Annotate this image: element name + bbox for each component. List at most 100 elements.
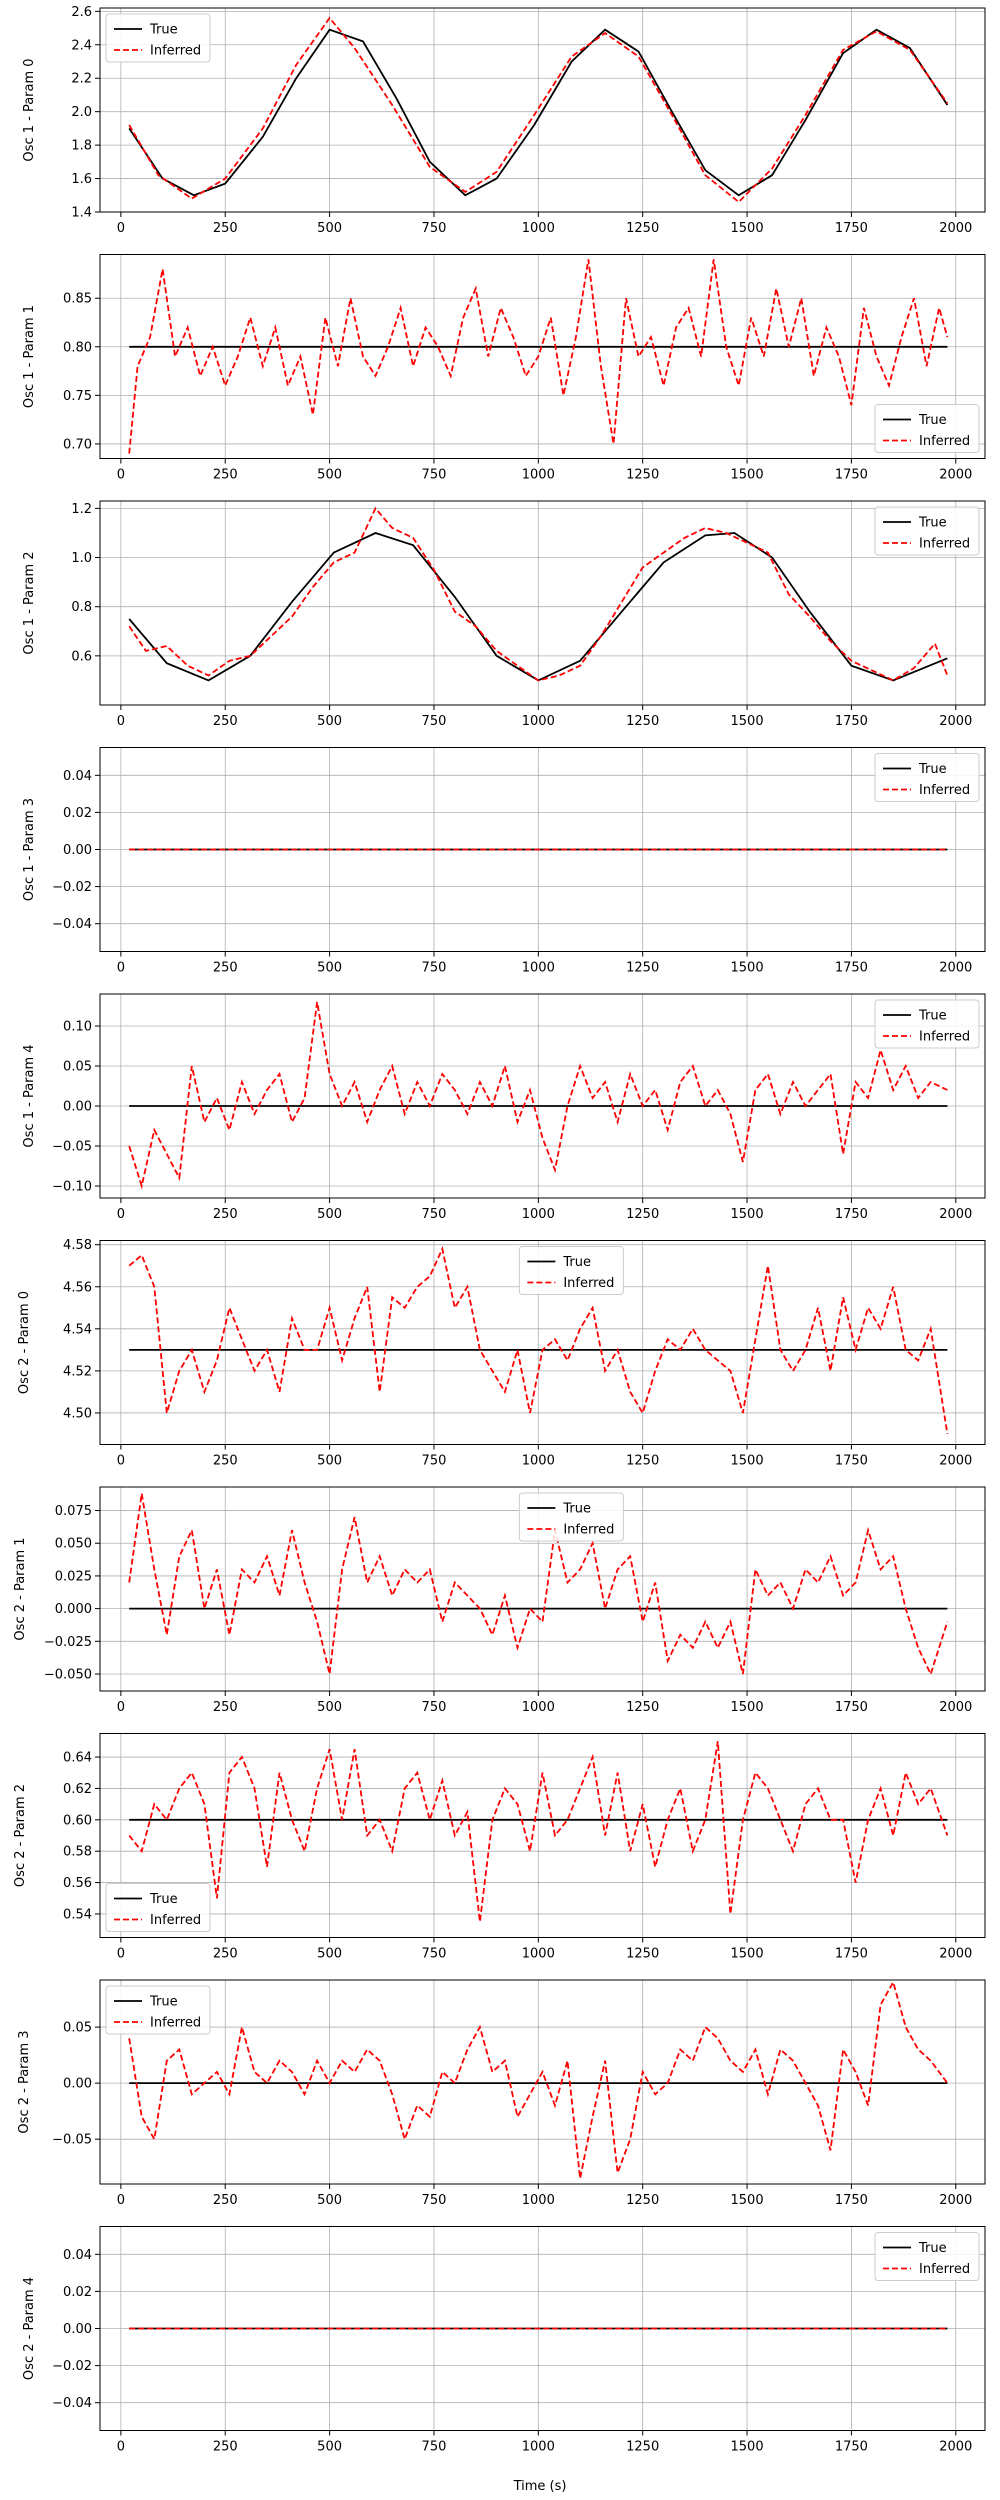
x-tick-label: 2000 [939,2440,972,2455]
legend-label-true: True [149,1892,178,1907]
x-tick-label: 1750 [835,714,868,729]
x-tick-label: 1750 [835,468,868,483]
legend-label-inferred: Inferred [919,434,970,449]
y-tick-label: −0.02 [52,2359,92,2374]
legend-label-true: True [918,516,947,531]
x-tick-label: 500 [317,1454,342,1469]
y-tick-label: −0.050 [44,1668,92,1683]
legend-label-inferred: Inferred [919,1030,970,1045]
x-tick-label: 1500 [731,961,764,976]
x-tick-label: 500 [317,961,342,976]
legend-label-true: True [562,1502,591,1517]
y-axis-label: Osc 1 - Param 1 [22,305,37,408]
panel-8: 0 250 500 750 1000 1250 1500 1750 2000 0.54 0.56 0.… [13,1733,986,1962]
x-tick-label: 1500 [731,1207,764,1222]
x-tick-label: 500 [317,221,342,236]
x-tick-label: 2000 [939,1947,972,1962]
x-tick-label: 1750 [835,2193,868,2208]
x-tick-label: 1750 [835,221,868,236]
x-tick-label: 2000 [939,2193,972,2208]
x-tick-label: 500 [317,1947,342,1962]
x-tick-label: 500 [317,714,342,729]
legend-label-inferred: Inferred [150,44,201,59]
y-tick-label: 4.56 [63,1280,92,1295]
x-tick-label: 250 [213,2193,238,2208]
y-tick-label: 4.58 [63,1238,92,1253]
series-line-true [128,28,949,197]
y-tick-label: −0.10 [52,1180,92,1195]
y-tick-label: 0.00 [63,2077,92,2092]
x-tick-label: 2000 [939,221,972,236]
x-tick-label: 0 [117,2440,125,2455]
y-tick-label: 0.56 [63,1876,92,1891]
x-tick-label: 250 [213,468,238,483]
legend: True Inferred [518,1492,624,1542]
y-tick-label: 0.70 [63,437,92,452]
x-tick-label: 1250 [626,1207,659,1222]
legend-label-true: True [918,1009,947,1024]
x-tick-label: 0 [117,1947,125,1962]
plot-frame [99,1979,986,2185]
x-tick-label: 1000 [522,1700,555,1715]
x-tick-label: 500 [317,1207,342,1222]
y-axis-label: Osc 2 - Param 0 [17,1291,32,1394]
panel-2: 0 250 500 750 1000 1250 1500 1750 2000 0.70 0.75 0.… [22,254,986,483]
y-axis-label: Osc 1 - Param 3 [22,798,37,901]
x-tick-label: 750 [422,1454,447,1469]
y-tick-label: −0.04 [52,917,92,932]
x-tick-label: 1250 [626,1700,659,1715]
y-tick-label: 0.58 [63,1845,92,1860]
panel-9: 0 250 500 750 1000 1250 1500 1750 2000 −0.05 0.00 0… [17,1979,986,2208]
y-tick-label: 0.04 [63,2248,92,2263]
plot-frame [99,1733,986,1938]
y-tick-label: 0.075 [55,1504,92,1519]
x-tick-label: 1750 [835,1207,868,1222]
y-tick-label: 0.000 [55,1602,92,1617]
series-line-inferred [128,259,949,454]
y-tick-label: 2.6 [71,5,92,20]
x-tick-label: 1250 [626,961,659,976]
plot-frame [99,1240,986,1445]
x-tick-label: 500 [317,468,342,483]
x-tick-label: 0 [117,221,125,236]
series-line-inferred [128,1979,949,2179]
x-tick-label: 1000 [522,1454,555,1469]
x-tick-label: 750 [422,714,447,729]
y-tick-label: −0.05 [52,2133,92,2148]
x-tick-label: 1750 [835,1454,868,1469]
x-axis-label: Time (s) [513,2479,567,2494]
plot-frame [99,254,986,459]
series-line-inferred [128,506,949,682]
x-tick-label: 250 [213,1700,238,1715]
x-tick-label: 2000 [939,1207,972,1222]
legend: True Inferred [874,753,980,802]
x-tick-label: 500 [317,1700,342,1715]
x-tick-label: 1250 [626,221,659,236]
x-tick-label: 2000 [939,1700,972,1715]
legend-label-true: True [562,1255,591,1270]
x-tick-label: 1500 [731,1454,764,1469]
y-tick-label: 1.8 [71,139,92,154]
x-tick-label: 750 [422,1207,447,1222]
x-tick-label: 1250 [626,2193,659,2208]
y-tick-label: 0.050 [55,1537,92,1552]
x-tick-label: 1250 [626,468,659,483]
y-axis-label: Osc 2 - Param 3 [17,2030,32,2133]
legend-label-true: True [918,762,947,777]
x-tick-label: 250 [213,961,238,976]
x-tick-label: 1500 [731,1947,764,1962]
x-tick-label: 750 [422,2193,447,2208]
y-tick-label: 0.80 [63,340,92,355]
x-tick-label: 1500 [731,714,764,729]
x-tick-label: 750 [422,1947,447,1962]
legend: True Inferred [874,999,980,1049]
legend-label-inferred: Inferred [150,1913,201,1928]
x-tick-label: 1000 [522,2193,555,2208]
y-tick-label: 0.60 [63,1813,92,1828]
panel-10: 0 250 500 750 1000 1250 1500 1750 2000 −0.04 −0.02… [22,2226,986,2455]
x-tick-label: 250 [213,714,238,729]
panel-1: 0 250 500 750 1000 1250 1500 1750 2000 1.4 1.6 1.8 2… [22,5,986,236]
x-tick-label: 750 [422,961,447,976]
x-tick-label: 250 [213,1454,238,1469]
